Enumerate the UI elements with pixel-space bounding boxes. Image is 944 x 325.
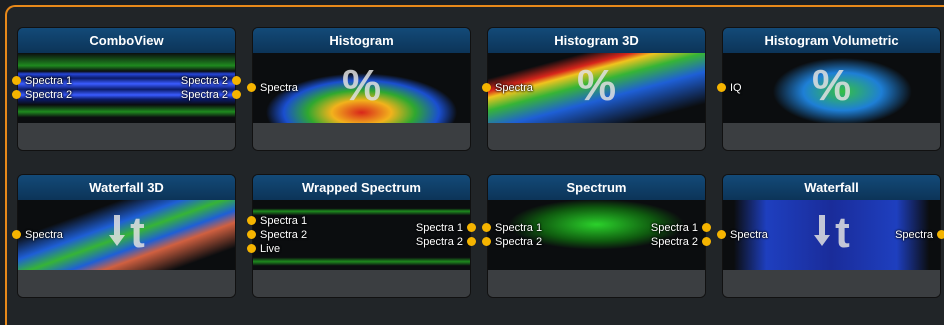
port-label: Spectra bbox=[260, 82, 298, 94]
port-label: Spectra 2 bbox=[260, 229, 307, 241]
page: (() => { const data = JSON.parse(documen… bbox=[0, 0, 944, 315]
card-title: Histogram 3D bbox=[488, 28, 705, 53]
port-dot bbox=[12, 76, 21, 85]
card-footer bbox=[723, 123, 940, 150]
icon-text: % bbox=[342, 61, 381, 110]
port-dot bbox=[247, 230, 256, 239]
output-port[interactable]: Spectra 2 bbox=[416, 235, 471, 249]
port-dot bbox=[717, 230, 726, 239]
port-label: Spectra bbox=[730, 229, 768, 241]
card-footer bbox=[253, 123, 470, 150]
output-port[interactable]: Spectra 1 bbox=[416, 221, 471, 235]
port-dot bbox=[467, 223, 476, 232]
port-label: Spectra 2 bbox=[416, 236, 463, 248]
output-port[interactable]: Spectra 2 bbox=[651, 235, 706, 249]
input-port[interactable]: Spectra 1 bbox=[487, 221, 542, 235]
port-label: Spectra 1 bbox=[416, 222, 463, 234]
input-port[interactable]: Spectra 2 bbox=[252, 228, 307, 242]
port-label: Spectra 1 bbox=[25, 75, 72, 87]
card-title: Wrapped Spectrum bbox=[253, 175, 470, 200]
card-footer bbox=[18, 270, 235, 297]
card-footer bbox=[488, 123, 705, 150]
port-label: Spectra 1 bbox=[651, 222, 698, 234]
port-dot bbox=[12, 90, 21, 99]
port-label: Spectra 2 bbox=[651, 236, 698, 248]
icon-text: % bbox=[577, 61, 616, 110]
card-title: Waterfall bbox=[723, 175, 940, 200]
card-title: Spectrum bbox=[488, 175, 705, 200]
port-label: Spectra 2 bbox=[495, 236, 542, 248]
card-footer bbox=[488, 270, 705, 297]
port-dot bbox=[247, 216, 256, 225]
port-label: Spectra 1 bbox=[260, 215, 307, 227]
card-title: Waterfall 3D bbox=[18, 175, 235, 200]
card-icon: % bbox=[723, 61, 940, 111]
card-preview: % bbox=[723, 53, 940, 123]
port-dot bbox=[232, 76, 241, 85]
port-dot bbox=[232, 90, 241, 99]
icon-text: t bbox=[130, 208, 145, 257]
card-footer bbox=[18, 123, 235, 150]
down-arrow bbox=[108, 213, 126, 247]
port-label: Spectra 2 bbox=[181, 75, 228, 87]
port-label: Spectra 1 bbox=[495, 222, 542, 234]
card-footer bbox=[253, 270, 470, 297]
input-port[interactable]: IQ bbox=[722, 81, 742, 95]
port-dot bbox=[702, 223, 711, 232]
port-dot bbox=[247, 244, 256, 253]
port-label: Live bbox=[260, 243, 280, 255]
output-port[interactable]: Spectra bbox=[895, 228, 941, 242]
card-title: ComboView bbox=[18, 28, 235, 53]
input-port[interactable]: Spectra 1 bbox=[17, 74, 72, 88]
port-dot bbox=[482, 223, 491, 232]
input-port[interactable]: Spectra bbox=[487, 81, 533, 95]
input-port[interactable]: Spectra 2 bbox=[487, 235, 542, 249]
port-dot bbox=[937, 230, 944, 239]
port-dot bbox=[482, 83, 491, 92]
card-title: Histogram Volumetric bbox=[723, 28, 940, 53]
card-title: Histogram bbox=[253, 28, 470, 53]
input-port[interactable]: Live bbox=[252, 242, 280, 256]
output-port[interactable]: Spectra 2 bbox=[181, 88, 236, 102]
input-port[interactable]: Spectra 1 bbox=[252, 214, 307, 228]
port-label: Spectra bbox=[895, 229, 933, 241]
port-dot bbox=[717, 83, 726, 92]
input-port[interactable]: Spectra bbox=[17, 228, 63, 242]
port-dot bbox=[467, 237, 476, 246]
port-label: Spectra 2 bbox=[25, 89, 72, 101]
port-dot bbox=[482, 237, 491, 246]
icon-text: % bbox=[812, 61, 851, 110]
icon-text: t bbox=[835, 208, 850, 257]
port-label: IQ bbox=[730, 82, 742, 94]
port-label: Spectra bbox=[495, 82, 533, 94]
down-arrow bbox=[813, 213, 831, 247]
output-port[interactable]: Spectra 1 bbox=[651, 221, 706, 235]
output-port[interactable]: Spectra 2 bbox=[181, 74, 236, 88]
input-port[interactable]: Spectra bbox=[722, 228, 768, 242]
input-port[interactable]: Spectra bbox=[252, 81, 298, 95]
card-footer bbox=[723, 270, 940, 297]
port-dot bbox=[247, 83, 256, 92]
port-dot bbox=[12, 230, 21, 239]
input-port[interactable]: Spectra 2 bbox=[17, 88, 72, 102]
port-label: Spectra 2 bbox=[181, 89, 228, 101]
node-card[interactable]: Histogram Volumetric% bbox=[723, 28, 940, 150]
port-dot bbox=[702, 237, 711, 246]
port-label: Spectra bbox=[25, 229, 63, 241]
